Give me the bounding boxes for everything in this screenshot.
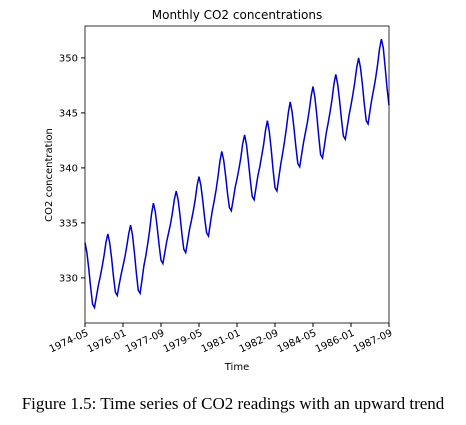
chart-title: Monthly CO2 concentrations <box>152 8 323 22</box>
y-tick-label: 335 <box>59 218 78 229</box>
caption: Figure 1.5: Time series of CO2 readings … <box>22 394 445 413</box>
x-tick-label: 1984-05 <box>276 328 319 356</box>
x-tick-label: 1982-09 <box>238 328 281 356</box>
x-tick-label: 1986-01 <box>314 328 357 356</box>
x-tick-label: 1974-05 <box>48 328 91 356</box>
y-tick-label: 350 <box>59 53 78 64</box>
y-tick-label: 345 <box>59 108 78 119</box>
x-tick-label: 1981-01 <box>200 328 243 356</box>
x-tick-label: 1987-09 <box>352 328 395 356</box>
plot-frame <box>84 25 390 324</box>
x-tick-label: 1976-01 <box>86 328 129 356</box>
y-tick-label: 330 <box>59 273 78 284</box>
x-tick-label: 1977-09 <box>124 328 167 356</box>
y-tick-label: 340 <box>59 163 78 174</box>
x-tick-label: 1979-05 <box>162 328 205 356</box>
co2-line <box>84 39 390 310</box>
x-axis-label: Time <box>224 362 249 373</box>
y-axis-label: CO2 concentration <box>44 128 55 222</box>
